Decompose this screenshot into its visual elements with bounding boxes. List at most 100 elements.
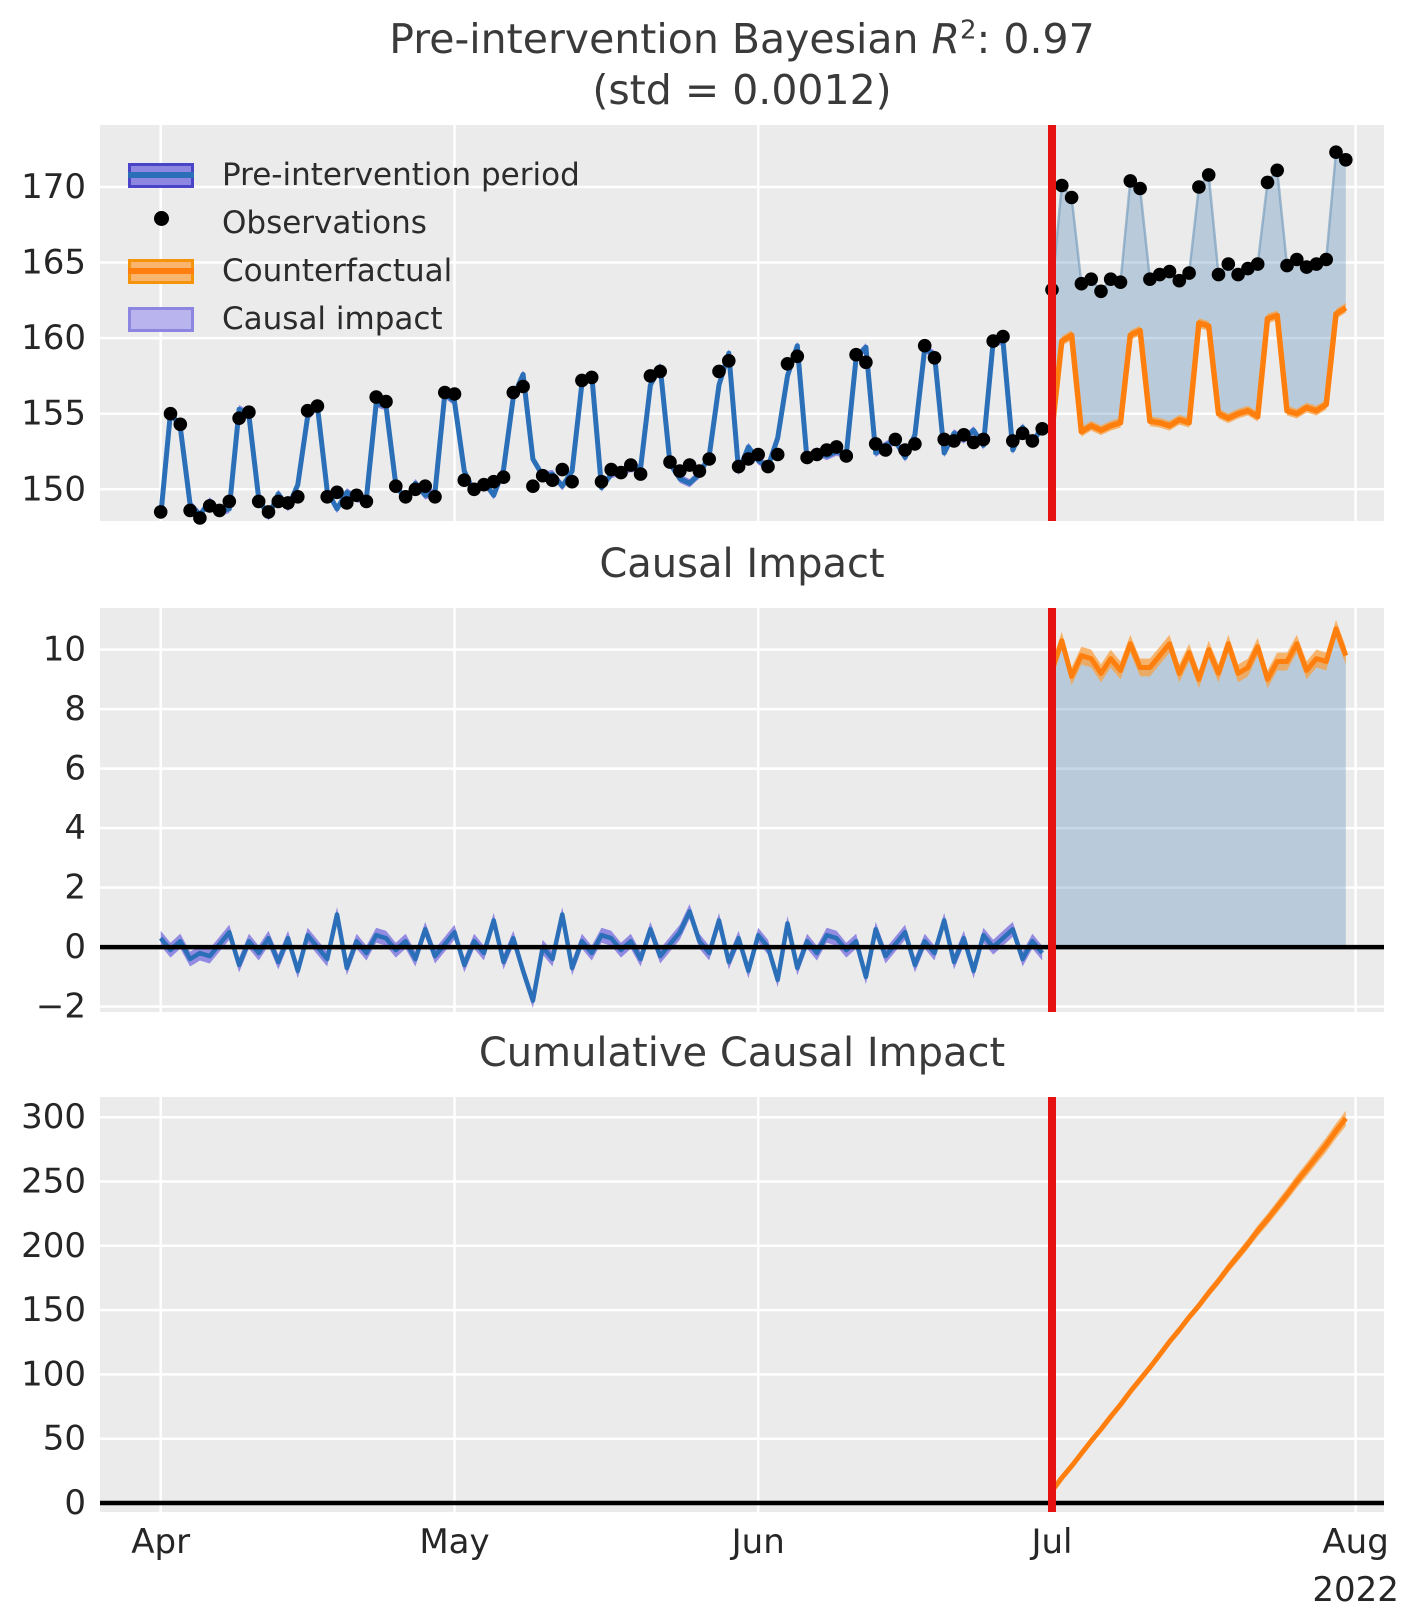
y-tick-label: 10: [43, 630, 86, 670]
observation-point: [545, 473, 560, 488]
observation-point: [898, 443, 912, 457]
panel3-title: Cumulative Causal Impact: [478, 1030, 1006, 1076]
x-axis-year-label: 2022: [1312, 1570, 1399, 1610]
y-tick-label: 200: [21, 1226, 86, 1266]
y-tick-label: 300: [21, 1097, 86, 1137]
observations-dot-swatch-icon: [128, 210, 194, 236]
observation-point: [1015, 426, 1030, 441]
observation-point: [633, 467, 648, 481]
legend: Pre-intervention period Observations Cou…: [128, 151, 580, 343]
observation-point: [1006, 434, 1020, 448]
observation-point: [957, 428, 971, 442]
observation-point: [1113, 275, 1128, 290]
x-tick-label: Aug: [1322, 1522, 1388, 1562]
observation-point: [1182, 266, 1196, 280]
observation-point: [212, 503, 227, 518]
observation-point: [614, 465, 628, 480]
observation-point: [1211, 267, 1226, 282]
panel1-title-line2: (std = 0.0012): [592, 66, 892, 115]
legend-item-observations: Observations: [128, 199, 580, 247]
observation-point: [310, 399, 325, 413]
observation-point: [594, 474, 609, 489]
legend-item-pre-intervention: Pre-intervention period: [128, 151, 580, 199]
observation-point: [1162, 264, 1177, 279]
legend-label: Pre-intervention period: [222, 157, 580, 193]
observation-point: [1035, 422, 1049, 436]
x-tick-label: Apr: [131, 1522, 190, 1562]
observation-dot-icon: [153, 210, 169, 226]
observation-point: [624, 458, 638, 472]
observation-point: [1055, 178, 1069, 193]
impact-pre-band: [160, 904, 1043, 1009]
observation-point: [859, 355, 873, 370]
panel2-title: Causal Impact: [599, 541, 885, 587]
causal-impact-patch-swatch-icon: [128, 306, 194, 332]
observation-point: [976, 432, 991, 447]
observation-point: [251, 494, 266, 509]
observation-point: [1280, 258, 1294, 273]
observation-point: [731, 459, 746, 474]
y-tick-label: 0: [64, 927, 86, 967]
observation-point: [428, 490, 442, 504]
y-tick-label: 4: [64, 808, 86, 848]
observation-point: [663, 455, 677, 469]
observation-point: [878, 443, 893, 457]
observation-point: [1319, 252, 1333, 267]
observation-point: [770, 447, 785, 462]
observation-point: [673, 464, 687, 478]
x-tick-label: May: [419, 1522, 489, 1562]
observation-point: [1064, 190, 1079, 205]
panel1-title-line1: Pre-intervention Bayesian R2: 0.97: [389, 15, 1095, 63]
y-tick-label: 250: [21, 1162, 86, 1202]
observation-point: [398, 490, 413, 504]
observation-point: [849, 347, 863, 362]
y-tick-label: 6: [64, 749, 86, 789]
impact-pre-line: [158, 909, 1044, 1003]
observation-point: [702, 452, 716, 466]
observation-point: [917, 338, 932, 353]
observation-point: [389, 479, 403, 494]
observation-point: [1329, 145, 1343, 159]
observation-point: [1339, 153, 1353, 167]
observation-point: [1094, 284, 1108, 299]
impact-post-line: [1049, 626, 1349, 682]
y-tick-label: 170: [21, 167, 86, 207]
observation-point: [947, 434, 961, 448]
observation-point: [1084, 272, 1098, 287]
y-tick-label: 155: [21, 394, 86, 434]
counterfactual-band-swatch-icon: [128, 258, 194, 284]
x-tick-label: Jul: [1029, 1522, 1072, 1562]
observation-point: [1025, 434, 1040, 448]
legend-item-causal-impact: Causal impact: [128, 295, 580, 343]
observation-point: [1260, 175, 1275, 190]
y-tick-label: 150: [21, 1290, 86, 1330]
observation-point: [193, 511, 207, 525]
observation-point: [761, 459, 775, 474]
observation-point: [261, 505, 276, 519]
impact-fill: [1052, 628, 1346, 948]
y-tick-label: 100: [21, 1354, 86, 1394]
observation-point: [1133, 181, 1147, 196]
x-tick-label: Jun: [730, 1522, 785, 1562]
observation-point: [1221, 257, 1236, 271]
observation-point: [1201, 168, 1216, 182]
observation-point: [1123, 174, 1138, 188]
observation-point: [751, 447, 765, 462]
pre-intervention-line-icon: [128, 172, 194, 178]
observation-point: [153, 505, 168, 519]
observation-point: [1192, 180, 1206, 194]
observation-point: [359, 494, 374, 509]
observation-point: [996, 329, 1010, 344]
observation-point: [722, 354, 736, 368]
legend-label: Causal impact: [222, 301, 443, 337]
observation-point: [232, 411, 246, 426]
observation-point: [330, 485, 344, 500]
observation-point: [555, 462, 570, 477]
pre-intervention-band-swatch-icon: [128, 162, 194, 188]
y-tick-label: 8: [64, 689, 86, 729]
observation-point: [888, 432, 903, 447]
legend-label: Counterfactual: [222, 253, 453, 289]
observation-point: [1250, 257, 1265, 271]
observation-point: [379, 394, 393, 409]
